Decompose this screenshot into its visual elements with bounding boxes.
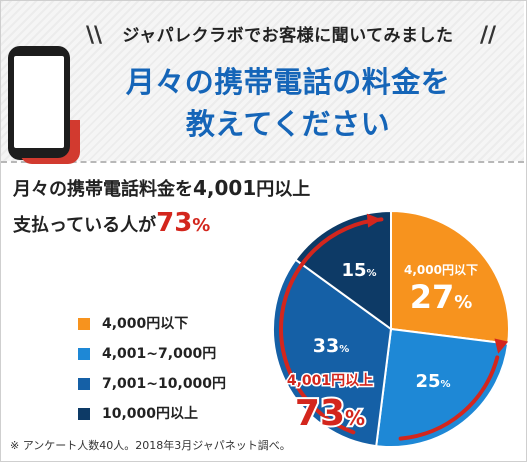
pie-slice-2 (375, 327, 510, 448)
highlight-range-label: 4,001円以上 (287, 373, 373, 389)
chart-legend: 4,000円以下 4,001~7,000円 7,001~10,000円 10,000円… (78, 314, 278, 434)
stat-line-2: 支払っている人が73% (13, 208, 210, 241)
arrow-arc-lower-right (398, 355, 500, 441)
slash-left-decoration: \\ (86, 23, 103, 48)
legend-swatch (78, 318, 90, 330)
header-subtitle: ジャパレクラボでお客様に聞いてみました (122, 26, 454, 46)
pie-slice-3 (272, 258, 393, 448)
stat-line-1-post: 円以上 (256, 179, 311, 200)
footnote: ※ アンケート人数40人。2018年3月ジャパネット調べ。 (10, 439, 291, 452)
highlight-percent-value: 73% (295, 393, 365, 434)
legend-swatch (78, 408, 90, 420)
slash-right-decoration: // (480, 23, 497, 48)
legend-item: 7,001~10,000円 (78, 374, 278, 394)
stat-line-2-pct: 73 (156, 208, 193, 238)
legend-label: 7,001~10,000円 (102, 376, 227, 392)
pie-slice-label-2: 25% (415, 371, 450, 392)
stat-line-1-num: 4,001 (193, 176, 257, 200)
legend-item: 10,000円以上 (78, 404, 278, 424)
stat-line-1: 月々の携帯電話料金を4,001円以上 (13, 176, 310, 202)
legend-swatch (78, 378, 90, 390)
stat-line-1-pre: 月々の携帯電話料金を (13, 179, 193, 200)
arrow-arc-left (279, 217, 384, 435)
stat-line-2-pre: 支払っている人が (13, 215, 157, 236)
pie-slice-label-1: 27% (410, 278, 473, 316)
header-banner (1, 1, 524, 161)
header-title-line2: 教えてください (185, 107, 391, 141)
legend-item: 4,000円以下 (78, 314, 278, 334)
arrow-head-right (494, 338, 509, 354)
stat-line-2-unit: % (192, 215, 211, 236)
legend-label: 10,000円以上 (102, 406, 199, 422)
header-divider (1, 161, 524, 163)
legend-label: 4,000円以下 (102, 316, 189, 332)
smartphone-front (8, 46, 70, 158)
pie-slice-label-3: 33% (313, 335, 349, 357)
legend-label: 4,001~7,000円 (102, 346, 217, 362)
legend-item: 4,001~7,000円 (78, 344, 278, 364)
pie-slice-1 (390, 209, 510, 345)
arrow-head-top (366, 213, 382, 228)
pie-slice-1-category-label: 4,000円以下 (404, 263, 478, 277)
pie-slice-label-4: 15% (341, 260, 376, 281)
legend-swatch (78, 348, 90, 360)
header-title-line1: 月々の携帯電話の料金を (125, 65, 451, 99)
pie-slice-4 (294, 209, 392, 331)
